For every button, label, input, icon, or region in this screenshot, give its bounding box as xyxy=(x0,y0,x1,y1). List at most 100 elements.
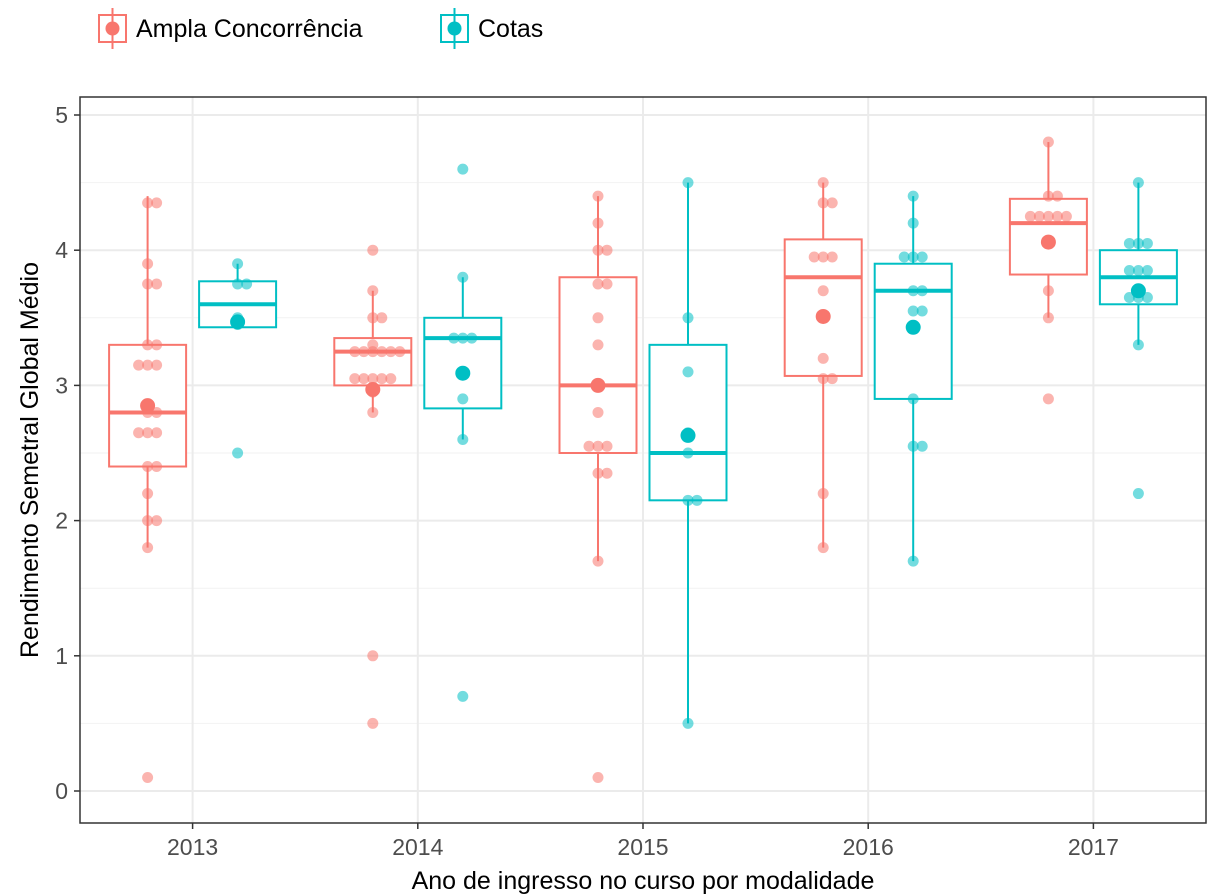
box-group xyxy=(558,190,638,783)
data-point xyxy=(367,650,379,662)
plot-panel xyxy=(79,96,1207,824)
data-point xyxy=(826,197,838,209)
data-point xyxy=(1033,210,1045,222)
y-tick-label: 4 xyxy=(55,237,68,263)
box-layer xyxy=(108,136,1178,783)
data-point xyxy=(601,244,613,256)
data-point xyxy=(367,312,379,324)
y-axis: 0 1 2 3 4 5 xyxy=(55,102,80,804)
mean-point xyxy=(365,381,381,397)
data-point xyxy=(601,278,613,290)
legend-key-ampla-dot xyxy=(105,21,120,36)
data-point xyxy=(907,190,919,202)
x-tick-label: 2013 xyxy=(167,834,218,860)
data-point xyxy=(1024,210,1036,222)
data-point xyxy=(916,251,928,263)
data-point xyxy=(601,467,613,479)
box-group xyxy=(1098,177,1178,500)
x-tick-label: 2014 xyxy=(392,834,443,860)
data-point xyxy=(691,494,703,506)
data-point xyxy=(592,555,604,567)
data-point xyxy=(907,305,919,317)
data-point xyxy=(457,690,469,702)
data-point xyxy=(592,406,604,418)
data-point xyxy=(907,217,919,229)
data-point xyxy=(367,244,379,256)
data-point xyxy=(142,515,154,527)
x-tick-label: 2016 xyxy=(843,834,894,860)
data-point xyxy=(1051,190,1063,202)
data-point xyxy=(232,447,244,459)
data-point xyxy=(682,717,694,729)
data-point xyxy=(1042,136,1054,148)
data-point xyxy=(916,440,928,452)
data-point xyxy=(367,285,379,297)
data-point xyxy=(457,163,469,175)
box-group xyxy=(783,177,863,554)
box-group xyxy=(873,190,953,567)
data-point xyxy=(1132,339,1144,351)
mean-point xyxy=(230,314,246,330)
data-point xyxy=(817,352,829,364)
data-point xyxy=(1141,264,1153,276)
data-point xyxy=(682,177,694,189)
data-point xyxy=(232,258,244,270)
legend-item-cotas[interactable]: Cotas xyxy=(440,8,543,49)
data-point xyxy=(592,467,604,479)
data-point xyxy=(367,717,379,729)
data-point xyxy=(142,258,154,270)
data-point xyxy=(1123,237,1135,249)
data-point xyxy=(367,406,379,418)
x-axis: 2013 2014 2015 2016 2017 xyxy=(167,823,1119,860)
data-point xyxy=(142,771,154,783)
box-group xyxy=(1008,136,1088,405)
y-axis-title: Rendimento Semetral Global Médio xyxy=(16,262,44,658)
legend-label-ampla: Ampla Concorrência xyxy=(136,15,363,43)
data-point xyxy=(376,373,388,385)
y-tick-label: 1 xyxy=(55,643,68,669)
data-point xyxy=(916,305,928,317)
legend: Ampla Concorrência Cotas xyxy=(98,8,543,49)
mean-point xyxy=(680,427,696,443)
data-point xyxy=(1123,264,1135,276)
data-point xyxy=(907,555,919,567)
data-point xyxy=(817,285,829,297)
data-point xyxy=(151,427,163,439)
data-point xyxy=(808,251,820,263)
mean-point xyxy=(140,398,156,414)
data-point xyxy=(817,197,829,209)
mean-point xyxy=(1040,234,1056,250)
data-point xyxy=(1042,210,1054,222)
data-point xyxy=(1051,210,1063,222)
data-point xyxy=(1141,237,1153,249)
data-point xyxy=(142,542,154,554)
data-point xyxy=(1060,210,1072,222)
box-group xyxy=(333,244,413,729)
data-point xyxy=(1042,285,1054,297)
data-point xyxy=(682,312,694,324)
legend-item-ampla[interactable]: Ampla Concorrência xyxy=(98,8,363,49)
data-point xyxy=(142,427,154,439)
mean-point xyxy=(455,365,471,381)
data-point xyxy=(826,373,838,385)
x-axis-title: Ano de ingresso no curso por modalidade xyxy=(412,867,875,895)
data-point xyxy=(1132,488,1144,500)
box-group xyxy=(108,196,188,783)
data-point xyxy=(592,440,604,452)
data-point xyxy=(583,440,595,452)
data-point xyxy=(592,278,604,290)
data-point xyxy=(1042,190,1054,202)
data-point xyxy=(1132,237,1144,249)
legend-key-cotas-dot xyxy=(447,21,462,36)
y-tick-label: 0 xyxy=(55,778,68,804)
data-point xyxy=(907,251,919,263)
mean-point xyxy=(1130,283,1146,299)
data-point xyxy=(592,339,604,351)
data-point xyxy=(142,488,154,500)
data-point xyxy=(151,461,163,473)
data-point xyxy=(682,494,694,506)
data-point xyxy=(907,393,919,405)
legend-label-cotas: Cotas xyxy=(478,15,543,43)
y-tick-label: 3 xyxy=(55,372,68,398)
